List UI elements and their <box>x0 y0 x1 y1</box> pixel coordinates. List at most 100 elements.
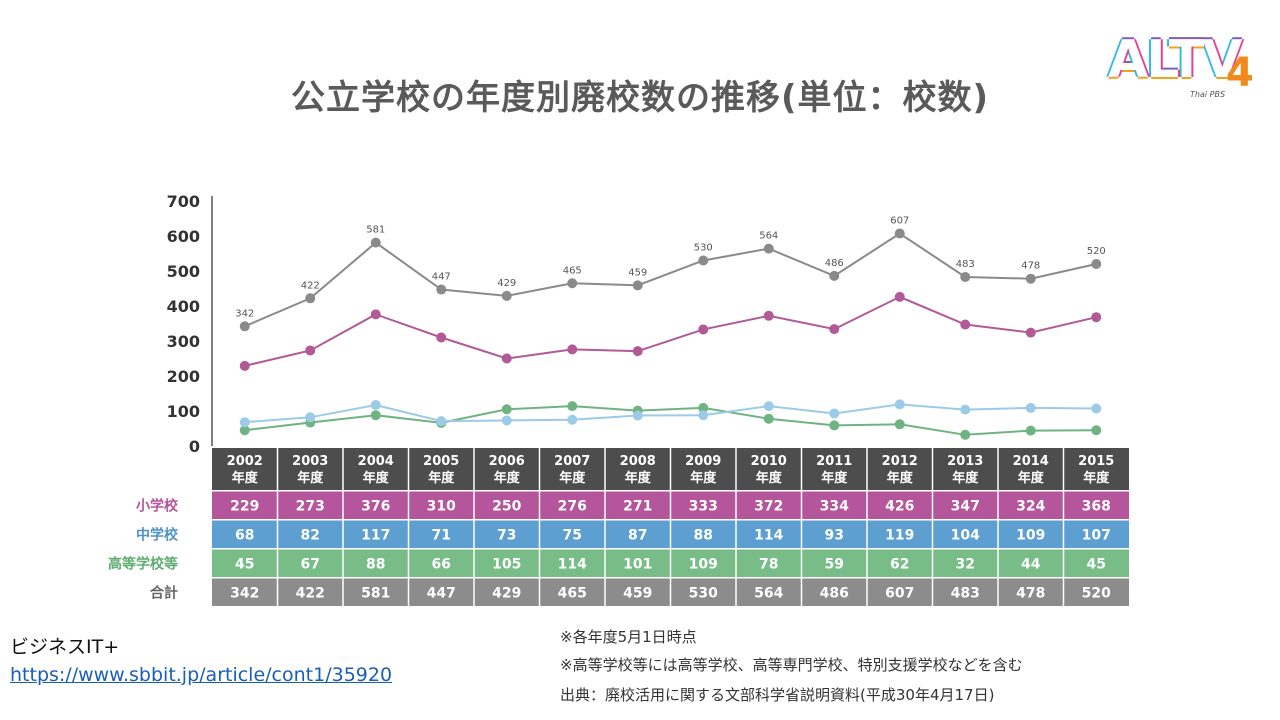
table-cell-high: 101 <box>623 556 652 572</box>
x-tick-label-year: 2011 <box>816 454 852 469</box>
data-point-high <box>698 402 709 413</box>
series-line-total <box>244 232 1097 328</box>
x-tick-label-year: 2012 <box>882 454 918 469</box>
x-tick-label-suffix: 年度 <box>887 470 914 486</box>
table-cell-junior: 93 <box>825 527 844 543</box>
data-point-elementary <box>829 324 840 335</box>
data-point-junior <box>829 408 840 419</box>
data-point-high <box>763 413 774 424</box>
data-point-total <box>239 321 250 332</box>
data-label-total: 530 <box>694 243 713 254</box>
data-point-total <box>305 293 316 304</box>
note-date: ※各年度5月1日時点 <box>560 628 697 646</box>
source-name: ビジネスIT+ <box>10 636 120 658</box>
table-cell-total: 564 <box>754 585 783 601</box>
data-point-junior <box>894 399 905 410</box>
x-tick-label-year: 2002 <box>227 454 263 469</box>
table-cell-elementary: 347 <box>951 498 980 514</box>
table-cell-high: 45 <box>235 556 254 572</box>
x-tick-label-suffix: 年度 <box>559 470 586 486</box>
table-row-label-total: 合計 <box>150 584 178 601</box>
y-tick-label: 300 <box>167 332 200 351</box>
table-cell-total: 429 <box>492 585 521 601</box>
data-point-total <box>501 290 512 301</box>
table-cell-high: 59 <box>825 556 844 572</box>
data-point-junior <box>1025 402 1036 413</box>
table-cell-high: 78 <box>759 556 778 572</box>
data-point-high <box>894 419 905 430</box>
table-cell-elementary: 273 <box>296 498 325 514</box>
table-row-label-high: 高等学校等 <box>108 555 178 572</box>
data-point-total <box>1091 259 1102 269</box>
data-label-total: 422 <box>301 280 320 291</box>
table-cell-junior: 109 <box>1016 527 1045 543</box>
x-tick-label-year: 2013 <box>947 454 983 469</box>
table-cell-high: 62 <box>890 556 909 572</box>
table-cell-high: 66 <box>432 556 451 572</box>
series-line-junior <box>244 403 1097 424</box>
x-tick-label-year: 2009 <box>685 454 721 469</box>
data-label-total: 486 <box>825 258 844 269</box>
table-cell-high: 45 <box>1087 556 1106 572</box>
x-tick-label-suffix: 年度 <box>690 470 717 486</box>
table-cell-junior: 71 <box>432 527 451 543</box>
x-tick-label-year: 2010 <box>751 454 787 469</box>
table-cell-total: 465 <box>558 585 587 601</box>
data-point-high <box>960 429 971 440</box>
x-tick-label-year: 2004 <box>358 454 394 469</box>
data-label-total: 459 <box>628 267 647 278</box>
data-label-total: 342 <box>235 308 254 319</box>
line-chart: 0 100 200 300 400 500 600 700 342 422 581 447 429 465… <box>108 192 1129 606</box>
table-cell-high: 105 <box>492 556 521 572</box>
table-cell-high: 67 <box>301 556 320 572</box>
table-cell-total: 520 <box>1082 585 1111 601</box>
x-tick-label-suffix: 年度 <box>297 470 324 486</box>
x-tick-label-year: 2006 <box>489 454 525 469</box>
data-point-elementary <box>239 360 250 371</box>
table-cell-total: 607 <box>885 585 914 601</box>
data-point-junior <box>1091 403 1102 414</box>
x-tick-label-suffix: 年度 <box>1083 470 1110 486</box>
table-cell-junior: 104 <box>951 527 980 543</box>
x-tick-label-suffix: 年度 <box>756 470 783 486</box>
table-row-label-junior: 中学校 <box>136 526 179 543</box>
table-cell-elementary: 372 <box>754 498 783 514</box>
table-cell-junior: 75 <box>563 527 582 543</box>
channel-logo: ALTV 4 Thai PBS <box>1108 30 1268 100</box>
data-point-elementary <box>960 319 971 330</box>
data-point-elementary <box>305 345 316 356</box>
data-point-elementary <box>501 353 512 364</box>
data-label-total: 607 <box>890 216 909 227</box>
x-tick-label-suffix: 年度 <box>625 470 652 486</box>
data-label-total: 447 <box>432 272 451 283</box>
y-tick-label: 0 <box>189 437 200 456</box>
data-label-total: 581 <box>366 225 385 236</box>
x-tick-label-year: 2005 <box>423 454 459 469</box>
y-tick-label: 500 <box>167 262 200 281</box>
data-label-total: 520 <box>1087 246 1106 257</box>
data-point-elementary <box>436 332 447 343</box>
note-citation: 出典：廃校活用に関する文部科学省説明資料(平成30年4月17日) <box>560 686 995 704</box>
x-tick-label-year: 2015 <box>1078 454 1114 469</box>
data-point-total <box>632 280 643 291</box>
x-tick-label-year: 2003 <box>292 454 328 469</box>
series-line-high <box>244 405 1097 436</box>
data-point-junior <box>370 400 381 411</box>
data-label-total: 478 <box>1021 261 1040 272</box>
data-point-junior <box>960 404 971 415</box>
source-link[interactable]: https://www.sbbit.jp/article/cont1/35920 <box>10 664 393 686</box>
table-cell-elementary: 376 <box>361 498 390 514</box>
x-tick-label-year: 2014 <box>1013 454 1049 469</box>
data-point-high <box>829 420 840 431</box>
x-tick-label-suffix: 年度 <box>821 470 848 486</box>
data-point-junior <box>239 417 250 428</box>
data-point-total <box>960 271 971 282</box>
table-cell-junior: 88 <box>694 527 713 543</box>
table-cell-elementary: 334 <box>820 498 849 514</box>
data-point-junior <box>567 414 578 425</box>
table-cell-total: 581 <box>361 585 390 601</box>
data-point-junior <box>632 410 643 421</box>
y-tick-label: 100 <box>167 402 200 421</box>
data-point-total <box>1025 273 1036 284</box>
table-cell-junior: 117 <box>361 527 390 543</box>
